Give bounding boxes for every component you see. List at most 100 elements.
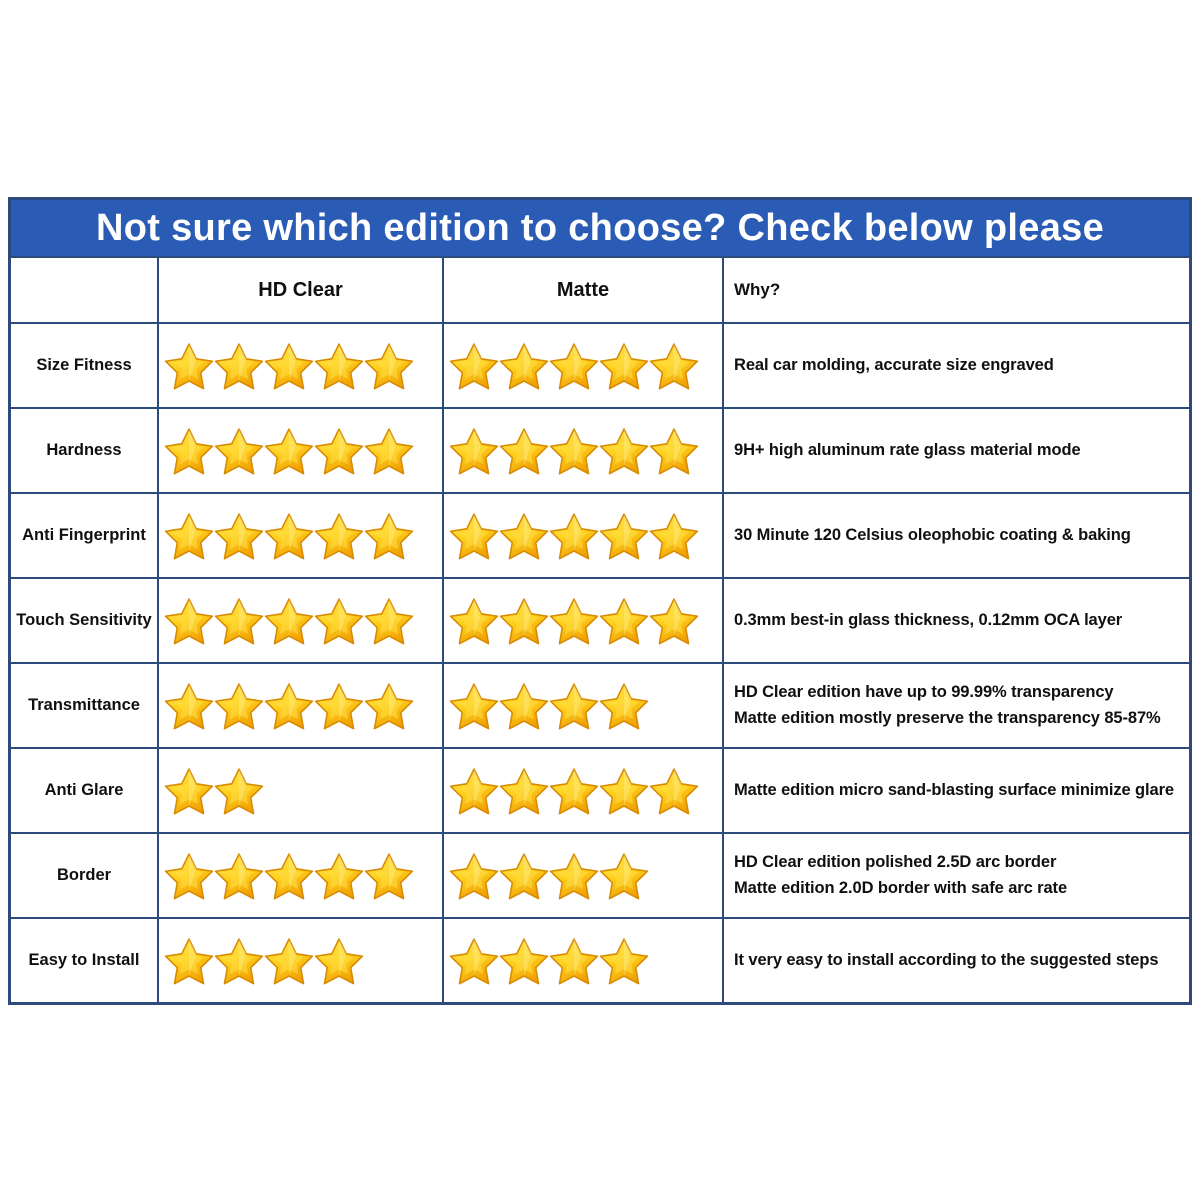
star-icon bbox=[214, 681, 264, 731]
star-icon bbox=[549, 426, 599, 476]
star-icon bbox=[214, 596, 264, 646]
star-icon bbox=[599, 596, 649, 646]
row-label: Size Fitness bbox=[11, 322, 159, 407]
star-icon bbox=[264, 681, 314, 731]
table-title: Not sure which edition to choose? Check … bbox=[96, 206, 1104, 249]
star-icon bbox=[449, 596, 499, 646]
star-icon bbox=[599, 426, 649, 476]
star-icon bbox=[214, 341, 264, 391]
row-label: Easy to Install bbox=[11, 917, 159, 1002]
star-icon bbox=[549, 851, 599, 901]
star-icon bbox=[649, 341, 699, 391]
star-icon bbox=[264, 511, 314, 561]
matte-stars bbox=[444, 492, 724, 577]
star-icon bbox=[549, 766, 599, 816]
star-icon bbox=[499, 426, 549, 476]
star-icon bbox=[214, 426, 264, 476]
star-icon bbox=[314, 851, 364, 901]
col-header-feature bbox=[11, 256, 159, 322]
star-icon bbox=[364, 511, 414, 561]
row-label: Anti Glare bbox=[11, 747, 159, 832]
why-text: HD Clear edition have up to 99.99% trans… bbox=[724, 662, 1189, 747]
star-icon bbox=[599, 681, 649, 731]
star-icon bbox=[164, 766, 214, 816]
star-icon bbox=[449, 851, 499, 901]
star-icon bbox=[264, 851, 314, 901]
table-grid: HD Clear Matte Why? Size Fitness bbox=[11, 256, 1189, 1002]
col-header-matte: Matte bbox=[444, 256, 724, 322]
star-icon bbox=[499, 511, 549, 561]
matte-stars bbox=[444, 917, 724, 1002]
star-icon bbox=[449, 681, 499, 731]
star-icon bbox=[649, 511, 699, 561]
star-icon bbox=[314, 341, 364, 391]
why-text: 0.3mm best-in glass thickness, 0.12mm OC… bbox=[724, 577, 1189, 662]
hd-clear-stars bbox=[159, 577, 444, 662]
row-label: Anti Fingerprint bbox=[11, 492, 159, 577]
star-icon bbox=[364, 851, 414, 901]
star-icon bbox=[264, 341, 314, 391]
star-icon bbox=[449, 426, 499, 476]
star-icon bbox=[264, 936, 314, 986]
star-icon bbox=[499, 341, 549, 391]
star-icon bbox=[549, 511, 599, 561]
star-icon bbox=[549, 681, 599, 731]
row-label: Touch Sensitivity bbox=[11, 577, 159, 662]
star-icon bbox=[449, 341, 499, 391]
why-text: 30 Minute 120 Celsius oleophobic coating… bbox=[724, 492, 1189, 577]
star-icon bbox=[264, 596, 314, 646]
star-icon bbox=[599, 851, 649, 901]
star-icon bbox=[314, 936, 364, 986]
matte-stars bbox=[444, 322, 724, 407]
star-icon bbox=[214, 766, 264, 816]
star-icon bbox=[164, 936, 214, 986]
star-icon bbox=[314, 511, 364, 561]
comparison-table: Not sure which edition to choose? Check … bbox=[8, 197, 1192, 1005]
why-text: It very easy to install according to the… bbox=[724, 917, 1189, 1002]
hd-clear-stars bbox=[159, 322, 444, 407]
star-icon bbox=[214, 851, 264, 901]
star-icon bbox=[549, 936, 599, 986]
star-icon bbox=[549, 341, 599, 391]
star-icon bbox=[599, 766, 649, 816]
star-icon bbox=[499, 936, 549, 986]
hd-clear-stars bbox=[159, 407, 444, 492]
col-header-hd-clear: HD Clear bbox=[159, 256, 444, 322]
matte-stars bbox=[444, 747, 724, 832]
hd-clear-stars bbox=[159, 832, 444, 917]
star-icon bbox=[449, 511, 499, 561]
star-icon bbox=[214, 936, 264, 986]
matte-stars bbox=[444, 832, 724, 917]
matte-stars bbox=[444, 662, 724, 747]
hd-clear-stars bbox=[159, 662, 444, 747]
why-text: Real car molding, accurate size engraved bbox=[724, 322, 1189, 407]
star-icon bbox=[164, 596, 214, 646]
star-icon bbox=[549, 596, 599, 646]
star-icon bbox=[364, 341, 414, 391]
hd-clear-stars bbox=[159, 492, 444, 577]
star-icon bbox=[499, 596, 549, 646]
row-label: Transmittance bbox=[11, 662, 159, 747]
star-icon bbox=[599, 511, 649, 561]
star-icon bbox=[449, 936, 499, 986]
star-icon bbox=[164, 681, 214, 731]
star-icon bbox=[649, 596, 699, 646]
star-icon bbox=[499, 681, 549, 731]
star-icon bbox=[499, 851, 549, 901]
star-icon bbox=[649, 426, 699, 476]
star-icon bbox=[364, 596, 414, 646]
star-icon bbox=[164, 851, 214, 901]
star-icon bbox=[599, 341, 649, 391]
star-icon bbox=[364, 681, 414, 731]
star-icon bbox=[164, 341, 214, 391]
row-label: Hardness bbox=[11, 407, 159, 492]
hd-clear-stars bbox=[159, 917, 444, 1002]
star-icon bbox=[314, 426, 364, 476]
hd-clear-stars bbox=[159, 747, 444, 832]
why-text: HD Clear edition polished 2.5D arc borde… bbox=[724, 832, 1189, 917]
why-text: 9H+ high aluminum rate glass material mo… bbox=[724, 407, 1189, 492]
why-text: Matte edition micro sand-blasting surfac… bbox=[724, 747, 1189, 832]
star-icon bbox=[264, 426, 314, 476]
star-icon bbox=[449, 766, 499, 816]
